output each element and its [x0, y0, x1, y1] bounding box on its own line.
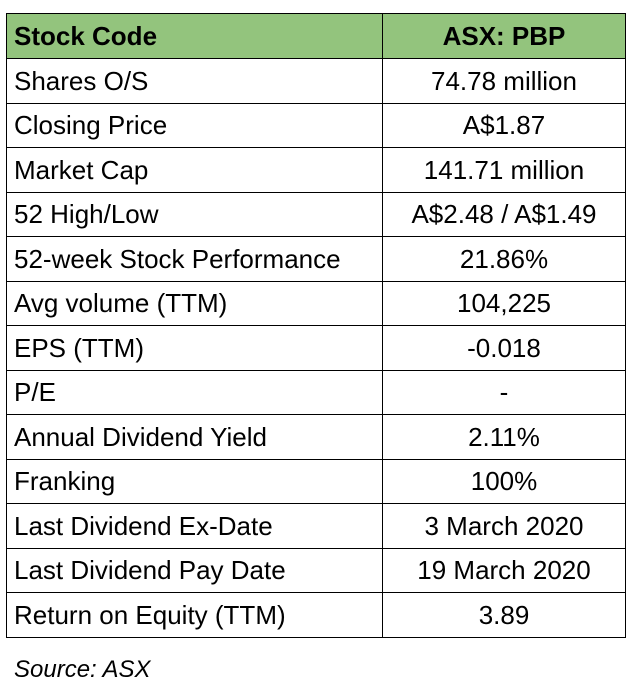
header-label-cell: Stock Code	[6, 13, 383, 59]
row-label: P/E	[6, 369, 383, 415]
row-label: 52-week Stock Performance	[6, 236, 383, 282]
row-label: Return on Equity (TTM)	[6, 592, 383, 638]
row-label: Last Dividend Ex-Date	[6, 503, 383, 549]
table-row: Last Dividend Pay Date 19 March 2020	[6, 547, 626, 593]
row-label: Last Dividend Pay Date	[6, 547, 383, 593]
header-value-cell: ASX: PBP	[382, 13, 626, 59]
row-label: Avg volume (TTM)	[6, 280, 383, 326]
row-value: 21.86%	[382, 236, 626, 282]
row-value: 3.89	[382, 592, 626, 638]
row-value: 2.11%	[382, 414, 626, 460]
row-label: EPS (TTM)	[6, 325, 383, 371]
table-row: EPS (TTM) -0.018	[6, 325, 626, 371]
row-value: 141.71 million	[382, 147, 626, 193]
table-row: P/E -	[6, 369, 626, 415]
table-row: 52 High/Low A$2.48 / A$1.49	[6, 191, 626, 237]
table-row: Shares O/S 74.78 million	[6, 58, 626, 104]
row-value: -0.018	[382, 325, 626, 371]
table-row: Annual Dividend Yield 2.11%	[6, 414, 626, 460]
table-row: Franking 100%	[6, 458, 626, 504]
row-value: 100%	[382, 458, 626, 504]
row-value: -	[382, 369, 626, 415]
table-header-row: Stock Code ASX: PBP	[6, 13, 626, 59]
row-value: 74.78 million	[382, 58, 626, 104]
table-row: Last Dividend Ex-Date 3 March 2020	[6, 503, 626, 549]
row-value: A$1.87	[382, 102, 626, 148]
row-label: Market Cap	[6, 147, 383, 193]
row-label: 52 High/Low	[6, 191, 383, 237]
table-row: Closing Price A$1.87	[6, 102, 626, 148]
table-row: 52-week Stock Performance 21.86%	[6, 236, 626, 282]
row-value: 104,225	[382, 280, 626, 326]
row-value: 19 March 2020	[382, 547, 626, 593]
source-note: Source: ASX	[14, 656, 151, 683]
row-label: Shares O/S	[6, 58, 383, 104]
row-label: Annual Dividend Yield	[6, 414, 383, 460]
row-label: Franking	[6, 458, 383, 504]
row-value: A$2.48 / A$1.49	[382, 191, 626, 237]
stock-info-table: Stock Code ASX: PBP Shares O/S 74.78 mil…	[6, 13, 626, 638]
row-value: 3 March 2020	[382, 503, 626, 549]
row-label: Closing Price	[6, 102, 383, 148]
table-row: Market Cap 141.71 million	[6, 147, 626, 193]
table-row: Avg volume (TTM) 104,225	[6, 280, 626, 326]
table-row: Return on Equity (TTM) 3.89	[6, 592, 626, 638]
